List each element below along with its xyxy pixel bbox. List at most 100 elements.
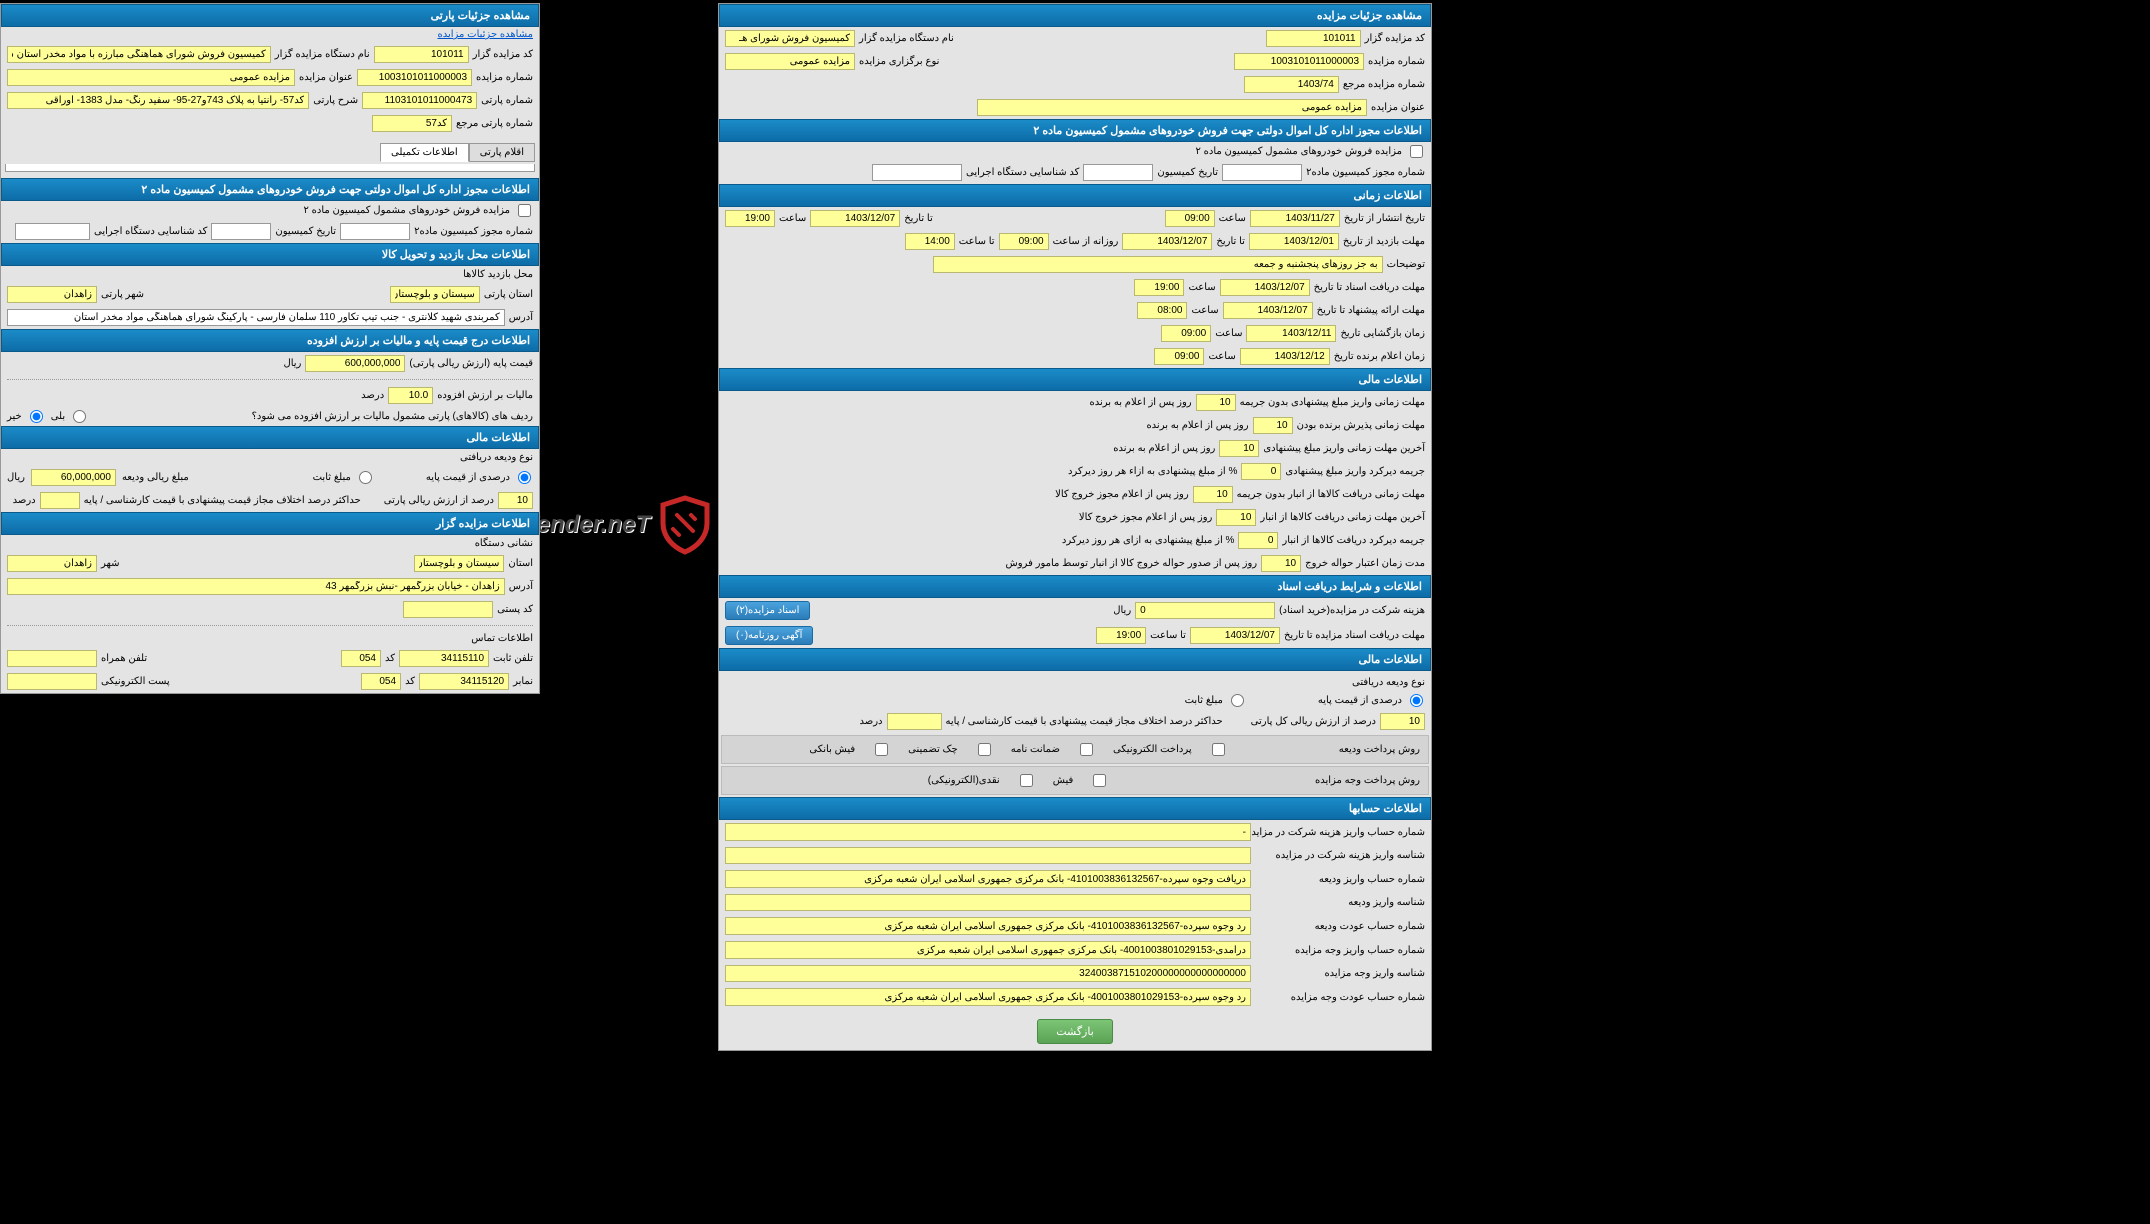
radio-l-percent[interactable] (518, 471, 531, 484)
input-last-pickup[interactable] (1216, 509, 1256, 526)
checkbox-article2-l[interactable] (518, 204, 531, 217)
input-vat[interactable] (388, 387, 433, 404)
cb-guarantee[interactable] (1080, 743, 1093, 756)
input-a-fax-code[interactable] (361, 673, 401, 690)
input-l-ref-lot[interactable] (372, 115, 452, 132)
input-a-city[interactable] (7, 555, 97, 572)
input-auctioneer-name[interactable] (725, 30, 855, 47)
left-panel: مشاهده جزئیات پارتی مشاهده جزئیات مزایده… (0, 3, 540, 694)
input-exit-validity[interactable] (1261, 555, 1301, 572)
input-l-percent[interactable] (498, 492, 533, 509)
input-l-lot-desc[interactable] (7, 92, 309, 109)
input-auction-pay-id[interactable] (725, 965, 1251, 982)
input-publish-to[interactable] (810, 210, 900, 227)
radio-fixed[interactable] (1231, 694, 1244, 707)
input-bid-submit-hour[interactable] (1137, 302, 1187, 319)
input-percent-value[interactable] (1380, 713, 1425, 730)
input-publish-hour[interactable] (1165, 210, 1215, 227)
input-l-max-diff[interactable] (40, 492, 80, 509)
input-visit-from[interactable] (1249, 233, 1339, 250)
header-auction-details: مشاهده جزئیات مزایده (719, 4, 1431, 27)
input-visit-to[interactable] (1122, 233, 1212, 250)
input-address-l[interactable] (7, 309, 505, 326)
input-base-price[interactable] (305, 355, 405, 372)
radio-l-fixed[interactable] (359, 471, 372, 484)
dd-deposit-acc[interactable] (725, 870, 1251, 888)
cb-receipt[interactable] (1093, 774, 1106, 787)
input-auction-type[interactable] (725, 53, 855, 70)
input-l-lot-number[interactable] (362, 92, 477, 109)
cb-cash-electronic[interactable] (1020, 774, 1033, 787)
input-a-mobile[interactable] (7, 650, 97, 667)
input-doc-receive-hour[interactable] (1134, 279, 1184, 296)
input-a-address[interactable] (7, 578, 505, 595)
cb-electronic[interactable] (1212, 743, 1225, 756)
input-auctioneer-code[interactable] (1266, 30, 1361, 47)
input-pickup-penalty[interactable] (1238, 532, 1278, 549)
input-late-penalty[interactable] (1241, 463, 1281, 480)
input-participation-id[interactable] (725, 847, 1251, 864)
input-docs-fee[interactable] (1135, 602, 1275, 619)
input-auction-title[interactable] (977, 99, 1367, 116)
input-commission-date[interactable] (1083, 164, 1153, 181)
btn-back[interactable]: بازگشت (1037, 1019, 1113, 1044)
btn-newspaper-ad[interactable]: آگهی روزنامه(۰) (725, 626, 813, 645)
input-deposit-id[interactable] (725, 894, 1251, 911)
input-opening[interactable] (1246, 325, 1336, 342)
btn-auction-docs[interactable]: اسناد مزایده(۲) (725, 601, 810, 620)
cb-bank-receipt[interactable] (875, 743, 888, 756)
radio-percent-base[interactable] (1410, 694, 1423, 707)
input-license-num[interactable] (1222, 164, 1302, 181)
input-ref-number[interactable] (1244, 76, 1339, 93)
input-exec-code[interactable] (872, 164, 962, 181)
input-a-code[interactable] (341, 650, 381, 667)
input-bid-submit[interactable] (1223, 302, 1313, 319)
dd-deposit-return[interactable] (725, 917, 1251, 935)
input-last-deposit[interactable] (1219, 440, 1259, 457)
dd-auction-return[interactable] (725, 988, 1251, 1006)
input-l-auctioneer-name[interactable] (7, 46, 271, 63)
dd-participation-acc[interactable] (725, 823, 1251, 841)
label-ref-number: شماره مزایده مرجع (1343, 79, 1425, 90)
input-daily-to[interactable] (905, 233, 955, 250)
input-docs-until[interactable] (1190, 627, 1280, 644)
input-province-l[interactable] (390, 286, 480, 303)
link-auction-details[interactable]: مشاهده جزئیات مزایده (437, 29, 533, 40)
input-deposit-amount[interactable] (31, 469, 116, 486)
input-max-diff[interactable] (887, 713, 942, 730)
input-a-email[interactable] (7, 673, 97, 690)
radio-vat-yes[interactable] (73, 410, 86, 423)
input-auction-number[interactable] (1234, 53, 1364, 70)
header-license-l: اطلاعات مجوز اداره کل اموال دولتی جهت فر… (1, 178, 539, 201)
input-opening-hour[interactable] (1161, 325, 1211, 342)
radio-vat-no[interactable] (30, 410, 43, 423)
input-timing-notes[interactable] (933, 256, 1383, 273)
input-a-phone[interactable] (399, 650, 489, 667)
dd-auction-pay[interactable] (725, 941, 1251, 959)
input-a-postal[interactable] (403, 601, 493, 618)
input-pickup-no-penalty[interactable] (1193, 486, 1233, 503)
input-winner-accept[interactable] (1253, 417, 1293, 434)
input-publish-from[interactable] (1250, 210, 1340, 227)
input-l-auction-number[interactable] (357, 69, 472, 86)
tab-lot-items[interactable]: اقلام پارتی (469, 143, 535, 162)
input-daily-from[interactable] (999, 233, 1049, 250)
checkbox-article2[interactable] (1410, 145, 1423, 158)
input-winner-date[interactable] (1240, 348, 1330, 365)
input-deposit-no-penalty[interactable] (1196, 394, 1236, 411)
input-doc-receive[interactable] (1220, 279, 1310, 296)
input-exec-code-l[interactable] (15, 223, 90, 240)
cb-cheque[interactable] (978, 743, 991, 756)
input-commission-date-l[interactable] (211, 223, 271, 240)
input-winner-hour[interactable] (1154, 348, 1204, 365)
input-l-auctioneer-code[interactable] (374, 46, 469, 63)
input-license-num-l[interactable] (340, 223, 410, 240)
right-panel: مشاهده جزئیات مزایده کد مزایده گزار نام … (718, 3, 1432, 1051)
input-a-province[interactable] (414, 555, 504, 572)
input-docs-until-hour[interactable] (1096, 627, 1146, 644)
tab-extra-info[interactable]: اطلاعات تکمیلی (380, 143, 469, 162)
input-publish-to-hour[interactable] (725, 210, 775, 227)
input-city-l[interactable] (7, 286, 97, 303)
input-l-auction-title[interactable] (7, 69, 295, 86)
input-a-fax[interactable] (419, 673, 509, 690)
